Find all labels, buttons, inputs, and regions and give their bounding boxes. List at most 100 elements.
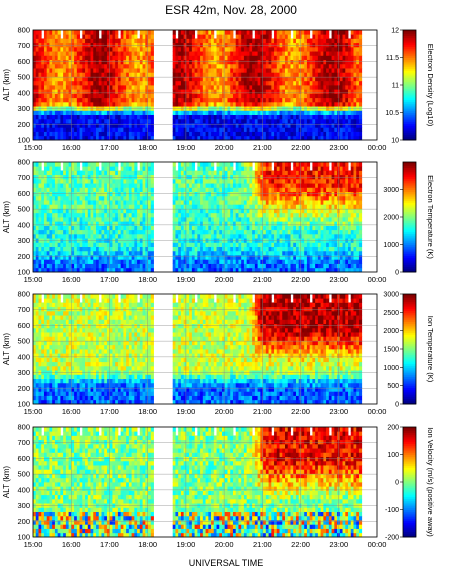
heatmap-cell [345, 114, 349, 120]
heatmap-cell [200, 217, 204, 222]
heatmap-cell [279, 63, 283, 69]
heatmap-cell [219, 170, 223, 176]
colorbar-step [403, 83, 416, 86]
heatmap-cell [317, 68, 322, 73]
heatmap-cell [126, 174, 130, 180]
heatmap-cell [235, 195, 239, 201]
heatmap-cell [178, 162, 182, 167]
heatmap-cell [128, 46, 133, 52]
heatmap-cell [197, 114, 201, 120]
heatmap-cell [235, 166, 239, 171]
heatmap-cell [85, 123, 89, 128]
heatmap-cell [287, 85, 291, 90]
heatmap-cell [309, 114, 313, 120]
heatmap-cell [65, 195, 70, 201]
heatmap-cell [290, 46, 294, 52]
heatmap-cell [194, 63, 198, 69]
heatmap-cell [68, 59, 72, 65]
heatmap-cell [172, 131, 176, 137]
heatmap-cell [243, 30, 248, 35]
heatmap-cell [117, 225, 122, 231]
heatmap-cell [57, 34, 61, 39]
heatmap-cell [243, 212, 248, 218]
heatmap-cell [106, 212, 111, 218]
heatmap-cell [293, 46, 297, 52]
heatmap-cell [126, 97, 130, 103]
heatmap-cell [232, 97, 237, 103]
heatmap-cell [301, 127, 305, 132]
heatmap-cell [52, 221, 56, 226]
heatmap-cell [331, 114, 335, 120]
heatmap-cell [49, 76, 53, 82]
heatmap-cell [101, 195, 105, 201]
heatmap-cell [274, 80, 278, 86]
heatmap-cell [120, 225, 124, 231]
heatmap-cell [293, 123, 297, 128]
heatmap-cell [63, 135, 67, 141]
heatmap-cell [74, 123, 78, 128]
heatmap-cell [189, 68, 193, 73]
heatmap-cell [241, 89, 245, 94]
heatmap-cell [112, 204, 116, 209]
heatmap-cell [235, 55, 239, 61]
heatmap-cell [285, 55, 289, 61]
heatmap-cell [197, 30, 201, 35]
heatmap-cell [128, 68, 133, 73]
y-tick-label: 100 [17, 136, 30, 145]
heatmap-cell [260, 46, 264, 52]
heatmap-cell [128, 233, 133, 239]
heatmap-cell [126, 72, 130, 77]
heatmap-cell [205, 68, 209, 73]
heatmap-cell [112, 174, 116, 180]
heatmap-cell [120, 59, 124, 65]
heatmap-cell [222, 93, 226, 99]
heatmap-cell [211, 267, 215, 273]
heatmap-cell [200, 101, 204, 107]
heatmap-cell [131, 162, 135, 167]
heatmap-cell [38, 267, 42, 273]
heatmap-cell [76, 89, 80, 94]
heatmap-cell [87, 68, 91, 73]
heatmap-cell [243, 135, 248, 141]
heatmap-cell [317, 38, 322, 44]
heatmap-cell [172, 38, 176, 44]
heatmap-cell [134, 97, 138, 103]
heatmap-cell [350, 131, 354, 137]
heatmap-cell [137, 131, 141, 137]
heatmap-cell [216, 127, 220, 132]
heatmap-cell [285, 118, 289, 124]
heatmap-cell [334, 131, 338, 137]
heatmap-cell [35, 63, 39, 69]
heatmap-cell [106, 221, 111, 226]
heatmap-cell [49, 225, 53, 231]
heatmap-cell [145, 55, 149, 61]
heatmap-cell [101, 178, 105, 184]
heatmap-cell [241, 178, 245, 184]
heatmap-cell [222, 187, 226, 193]
heatmap-cell [222, 42, 226, 48]
heatmap-cell [298, 76, 302, 82]
heatmap-cell [33, 38, 37, 44]
heatmap-cell [290, 135, 294, 141]
heatmap-cell [263, 72, 267, 77]
heatmap-cell [38, 110, 42, 116]
heatmap-cell [194, 114, 198, 120]
heatmap-cell [120, 162, 124, 167]
heatmap-cell [115, 221, 119, 226]
heatmap-cell [243, 255, 248, 260]
heatmap-cell [219, 255, 223, 260]
heatmap-cell [257, 34, 261, 39]
heatmap-cell [295, 63, 300, 69]
heatmap-cell [71, 212, 75, 218]
heatmap-cell [358, 101, 363, 107]
heatmap-cell [71, 93, 75, 99]
heatmap-cell [35, 212, 39, 218]
heatmap-cell [276, 38, 280, 44]
colorbar-step [403, 64, 416, 68]
heatmap-cell [63, 89, 67, 94]
heatmap-cell [350, 59, 354, 65]
heatmap-cell [142, 68, 146, 73]
heatmap-cell [85, 217, 89, 222]
heatmap-cell [142, 110, 146, 116]
heatmap-cell [260, 212, 264, 218]
